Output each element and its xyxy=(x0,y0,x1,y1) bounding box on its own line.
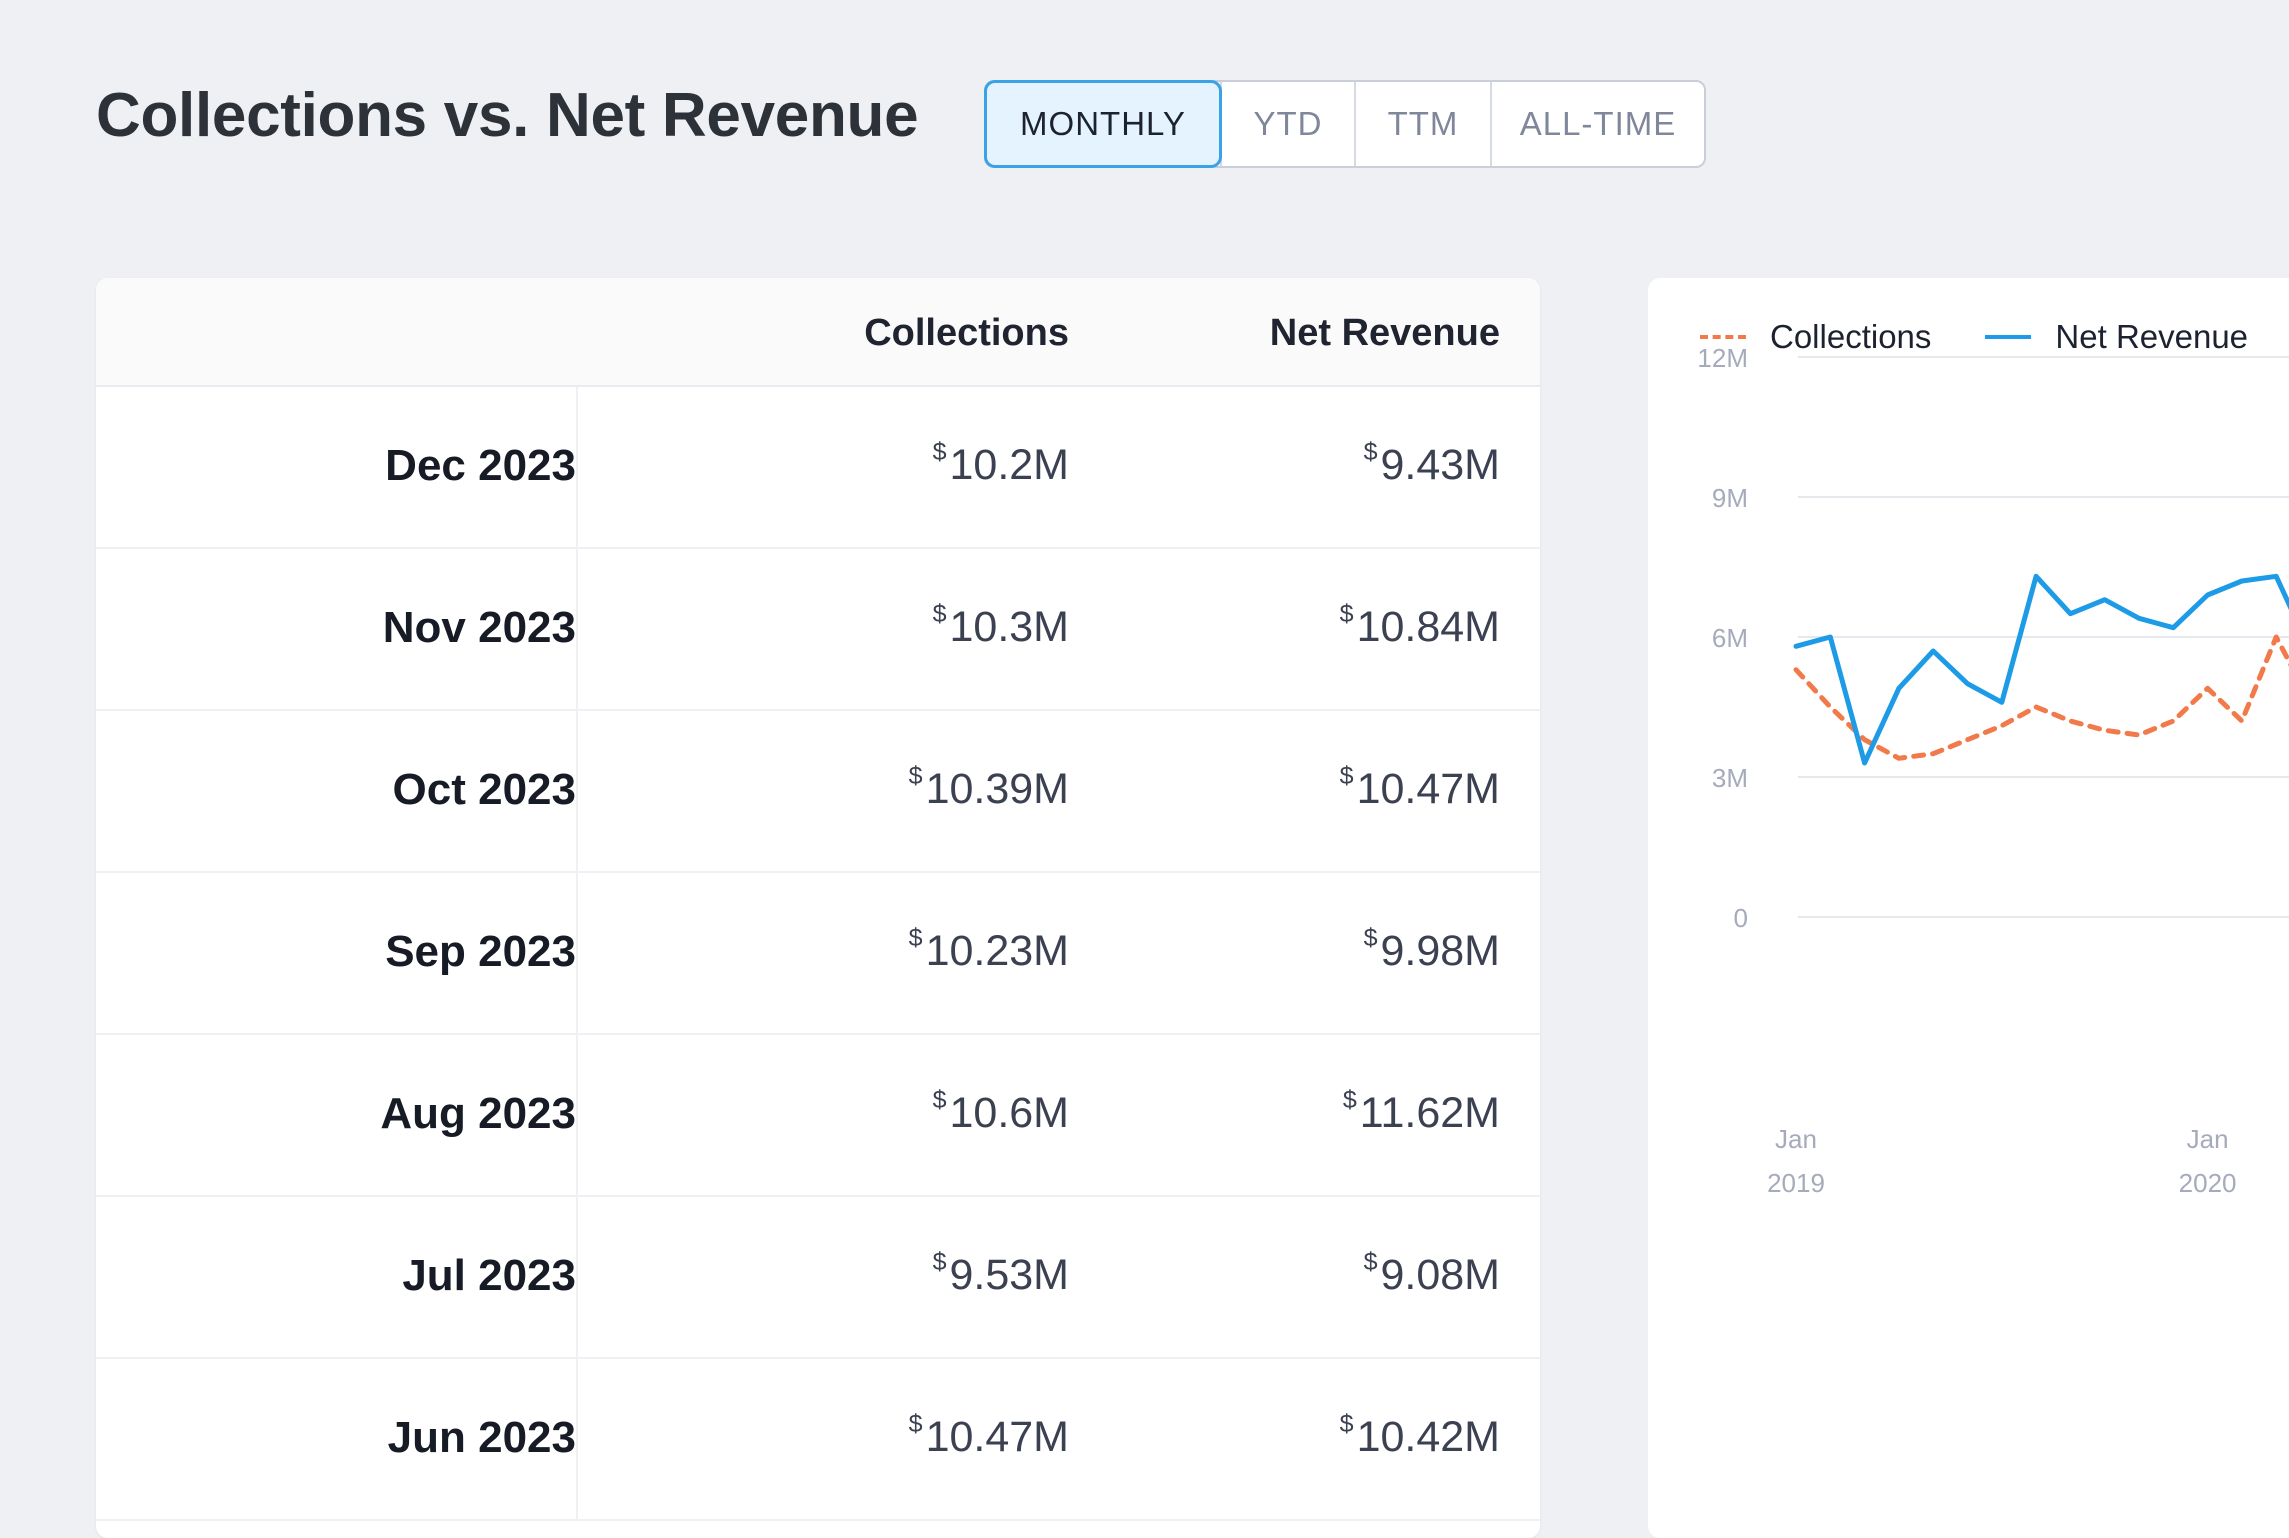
page-title: Collections vs. Net Revenue xyxy=(96,81,919,150)
cell-collections: $10.23M xyxy=(908,923,1069,976)
cell-value: 10.84M xyxy=(1356,603,1500,651)
currency-symbol: $ xyxy=(1342,1085,1357,1114)
chart-legend: Collections Net Revenue xyxy=(1700,318,2289,356)
tab-ttm[interactable]: TTM xyxy=(1354,82,1490,166)
row-divider xyxy=(576,873,578,1033)
table-row[interactable]: Dec 2023 $10.2M $9.43M xyxy=(96,387,1540,549)
cell-month: Jun 2023 xyxy=(387,1413,576,1462)
cell-net-revenue: $9.98M xyxy=(1363,923,1500,976)
row-divider xyxy=(576,1197,578,1357)
line-chart: 12M9M6M3M0Jan2019Jan2020Jan2021 xyxy=(1697,343,2289,1198)
table-header: Collections Net Revenue xyxy=(96,278,1540,387)
currency-symbol: $ xyxy=(1363,1247,1378,1276)
row-divider xyxy=(576,387,578,547)
cell-month: Sep 2023 xyxy=(385,927,576,976)
cell-collections: $10.39M xyxy=(908,761,1069,814)
y-tick-label: 9M xyxy=(1712,483,1748,513)
currency-symbol: $ xyxy=(932,1247,947,1276)
currency-symbol: $ xyxy=(1339,599,1354,628)
currency-symbol: $ xyxy=(932,599,947,628)
range-tabs: MONTHLY YTD TTM ALL-TIME xyxy=(984,80,1706,168)
cell-value: 10.6M xyxy=(949,1089,1069,1137)
cell-value: 10.42M xyxy=(1356,1413,1500,1461)
row-divider xyxy=(576,1035,578,1195)
cell-value: 10.23M xyxy=(925,927,1069,975)
column-header-net-revenue[interactable]: Net Revenue xyxy=(1269,312,1500,354)
currency-symbol: $ xyxy=(1339,761,1354,790)
cell-month: Dec 2023 xyxy=(385,441,576,490)
currency-symbol: $ xyxy=(1363,923,1378,952)
chart-card: Collections Net Revenue 12M 9M 6M 3M 0 Jan 201… xyxy=(1648,278,2289,1538)
cell-month: Jul 2023 xyxy=(402,1251,576,1300)
cell-value: 10.39M xyxy=(925,765,1069,813)
x-tick-month: Jan xyxy=(1775,1124,1817,1154)
legend-item-net-revenue[interactable]: Net Revenue xyxy=(1985,318,2248,356)
table-row[interactable]: Jul 2023 $9.53M $9.08M xyxy=(96,1197,1540,1359)
row-divider xyxy=(576,711,578,871)
cell-collections: $10.47M xyxy=(908,1409,1069,1462)
table-row[interactable]: Nov 2023 $10.3M $10.84M xyxy=(96,549,1540,711)
cell-value: 10.47M xyxy=(1356,765,1500,813)
data-table-card: Collections Net Revenue Dec 2023 $10.2M $9… xyxy=(96,278,1540,1538)
cell-net-revenue: $9.08M xyxy=(1363,1247,1500,1300)
cell-net-revenue: $10.84M xyxy=(1339,599,1500,652)
tab-ytd[interactable]: YTD xyxy=(1220,82,1354,166)
cell-month: Nov 2023 xyxy=(382,603,576,652)
cell-month: Aug 2023 xyxy=(380,1089,576,1138)
currency-symbol: $ xyxy=(1339,1409,1354,1438)
cell-collections: $10.3M xyxy=(932,599,1069,652)
cell-value: 10.3M xyxy=(949,603,1069,651)
tab-all-time[interactable]: ALL-TIME xyxy=(1490,82,1704,166)
cell-value: 10.2M xyxy=(949,441,1069,489)
table-row[interactable]: Aug 2023 $10.6M $11.62M xyxy=(96,1035,1540,1197)
table-body: Dec 2023 $10.2M $9.43M Nov 2023 $10.3M $10.84… xyxy=(96,387,1540,1521)
x-tick-year: 2020 xyxy=(2179,1168,2237,1198)
tab-monthly[interactable]: MONTHLY xyxy=(984,80,1222,168)
cell-collections: $10.6M xyxy=(932,1085,1069,1138)
cell-value: 9.43M xyxy=(1380,441,1500,489)
legend-swatch-solid xyxy=(1985,335,2032,339)
cell-net-revenue: $10.47M xyxy=(1339,761,1500,814)
column-header-collections[interactable]: Collections xyxy=(864,312,1069,354)
currency-symbol: $ xyxy=(932,1085,947,1114)
x-tick-year: 2019 xyxy=(1767,1168,1825,1198)
table-row[interactable]: Jun 2023 $10.47M $10.42M xyxy=(96,1359,1540,1521)
row-divider xyxy=(576,549,578,709)
cell-value: 10.47M xyxy=(925,1413,1069,1461)
y-tick-label: 0 xyxy=(1734,903,1748,933)
cell-value: 9.98M xyxy=(1380,927,1500,975)
x-tick-month: Jan xyxy=(2187,1124,2229,1154)
y-tick-label: 12M xyxy=(1697,343,1748,373)
cell-collections: $10.2M xyxy=(932,437,1069,490)
y-tick-label: 6M xyxy=(1712,623,1748,653)
cell-collections: $9.53M xyxy=(932,1247,1069,1300)
series-line-collections xyxy=(1793,634,2289,761)
cell-value: 11.62M xyxy=(1359,1089,1500,1137)
cell-net-revenue: $11.62M xyxy=(1342,1085,1500,1138)
currency-symbol: $ xyxy=(1363,437,1378,466)
row-divider xyxy=(576,1359,578,1519)
legend-swatch-dashed xyxy=(1700,335,1746,339)
currency-symbol: $ xyxy=(908,923,923,952)
cell-value: 9.53M xyxy=(949,1251,1069,1299)
currency-symbol: $ xyxy=(932,437,947,466)
cell-value: 9.08M xyxy=(1380,1251,1500,1299)
cell-month: Oct 2023 xyxy=(392,765,576,814)
cell-net-revenue: $9.43M xyxy=(1363,437,1500,490)
legend-label: Collections xyxy=(1770,318,1932,355)
cell-net-revenue: $10.42M xyxy=(1339,1409,1500,1462)
currency-symbol: $ xyxy=(908,761,923,790)
currency-symbol: $ xyxy=(908,1409,923,1438)
table-row[interactable]: Sep 2023 $10.23M $9.98M xyxy=(96,873,1540,1035)
table-row[interactable]: Oct 2023 $10.39M $10.47M xyxy=(96,711,1540,873)
series-line-net-revenue xyxy=(1793,573,2289,766)
legend-item-collections[interactable]: Collections xyxy=(1700,318,1931,356)
legend-label: Net Revenue xyxy=(2055,318,2249,355)
y-tick-label: 3M xyxy=(1712,763,1748,793)
